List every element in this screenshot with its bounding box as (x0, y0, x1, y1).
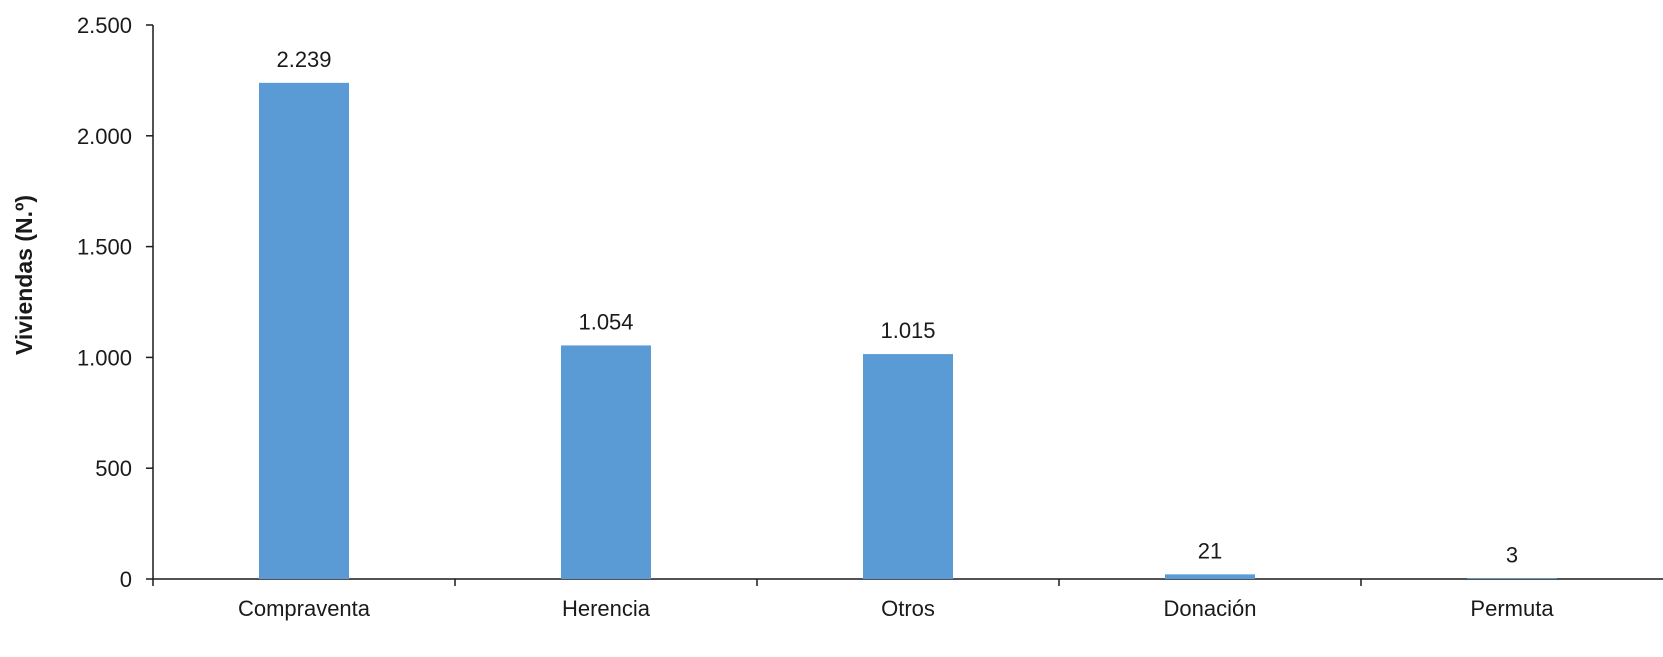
bar-value-label: 1.015 (880, 318, 935, 343)
bar (1165, 574, 1255, 579)
bar (1467, 578, 1557, 579)
bar-value-label: 2.239 (276, 47, 331, 72)
y-tick-label: 500 (95, 456, 132, 481)
y-tick-label: 2.500 (77, 13, 132, 38)
bar-value-label: 1.054 (578, 309, 633, 334)
x-category-label: Herencia (562, 596, 651, 621)
bar-value-label: 21 (1198, 538, 1222, 563)
bar (863, 354, 953, 579)
y-tick-label: 0 (120, 567, 132, 592)
y-tick-label: 1.000 (77, 345, 132, 370)
x-category-label: Otros (881, 596, 935, 621)
y-axis: 0 500 1.000 1.500 2.000 2.500 (77, 13, 154, 592)
data-labels: 2.239 1.054 1.015 21 3 (276, 47, 1518, 567)
bar-value-label: 3 (1506, 542, 1518, 567)
bars (259, 82, 1557, 580)
y-tick-label: 2.000 (77, 124, 132, 149)
bar (259, 82, 349, 580)
bar (561, 345, 651, 579)
x-category-label: Compraventa (238, 596, 371, 621)
y-axis-title: Viviendas (N.º) (11, 195, 37, 355)
y-tick-label: 1.500 (77, 235, 132, 260)
x-category-label: Permuta (1470, 596, 1554, 621)
x-axis: Compraventa Herencia Otros Donación Permuta (152, 578, 1663, 621)
x-category-label: Donación (1164, 596, 1257, 621)
